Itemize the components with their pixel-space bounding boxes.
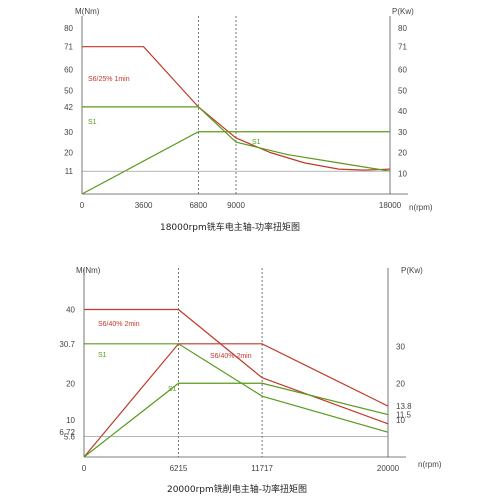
series-line: [82, 46, 391, 171]
y-right-tick-label: 71: [398, 43, 407, 52]
x-tick-label: 0: [82, 464, 87, 473]
y-right-tick-label: 40: [398, 107, 407, 116]
series-label: S1: [88, 119, 97, 126]
y-left-tick-label: 6.72: [59, 428, 75, 437]
y-left-tick-label: 30.7: [59, 340, 75, 349]
x-axis-title: n(rpm): [418, 460, 442, 469]
series-label: S1: [98, 352, 107, 359]
chart-title: 18000rpm铣车电主轴-功率扭矩图: [160, 221, 300, 233]
chart-18000rpm: M(Nm) P(Kw) n(rpm) 18000rpm铣车电主轴-功率扭矩图 8…: [64, 7, 433, 233]
y-left-tick-label: 60: [64, 66, 73, 75]
x-tick-label: 0: [80, 201, 85, 210]
y-left-tick-label: 20: [66, 379, 75, 388]
y-right-tick-label: 60: [398, 66, 407, 75]
y-right-tick-label: 10: [396, 416, 405, 425]
y-right-tick-label: 20: [398, 149, 407, 158]
x-axis-title: n(rpm): [409, 203, 433, 212]
y-left-tick-label: 50: [64, 86, 73, 95]
y-left-tick-label: 30: [64, 128, 73, 137]
series-line: [82, 106, 391, 172]
y-right-tick-label: 10: [398, 169, 407, 178]
series-line: [84, 343, 389, 433]
x-tick-label: 18000: [379, 201, 402, 210]
series-label: S6/40% 2min: [98, 321, 140, 328]
y-left-tick-label: 10: [66, 416, 75, 425]
chart-title: 20000rpm铣削电主轴-功率扭矩图: [167, 483, 307, 495]
series-label: S1: [168, 386, 177, 393]
x-tick-label: 11717: [251, 464, 273, 473]
x-tick-label: 9000: [227, 201, 245, 210]
y-left-tick-label: 42: [64, 103, 73, 112]
series-line: [83, 382, 389, 458]
right-axis-title: P(Kw): [401, 266, 423, 275]
y-right-tick-label: 11.5: [396, 411, 412, 420]
x-tick-label: 20000: [377, 464, 400, 473]
x-tick-label: 6215: [170, 464, 188, 473]
x-tick-label: 6800: [189, 201, 207, 210]
y-left-tick-label: 80: [64, 24, 73, 33]
left-axis-title: M(Nm): [75, 7, 100, 16]
series-label: S6/40% 2min: [210, 353, 252, 360]
y-left-tick-label: 71: [64, 43, 73, 52]
y-left-tick-label: 11: [65, 167, 74, 176]
series-label: S1: [252, 139, 261, 146]
series-line: [83, 343, 389, 458]
y-right-tick-label: 30: [398, 128, 407, 137]
y-right-tick-label: 13.8: [396, 402, 412, 411]
y-right-tick-label: 80: [398, 24, 407, 33]
y-right-tick-label: 20: [396, 379, 405, 388]
y-left-tick-label: 5.6: [64, 432, 76, 441]
left-axis-title: M(Nm): [76, 266, 101, 275]
y-left-tick-label: 40: [66, 306, 75, 315]
series-line: [81, 131, 390, 195]
series-label: S6/25% 1min: [88, 76, 130, 83]
y-right-tick-label: 50: [398, 86, 407, 95]
y-right-tick-label: 30: [396, 342, 405, 351]
right-axis-title: P(Kw): [392, 7, 414, 16]
chart-20000rpm: M(Nm) P(Kw) n(rpm) 20000rpm铣削电主轴-功率扭矩图 4…: [59, 266, 442, 495]
y-left-tick-label: 20: [64, 149, 73, 158]
x-tick-label: 3600: [135, 201, 153, 210]
